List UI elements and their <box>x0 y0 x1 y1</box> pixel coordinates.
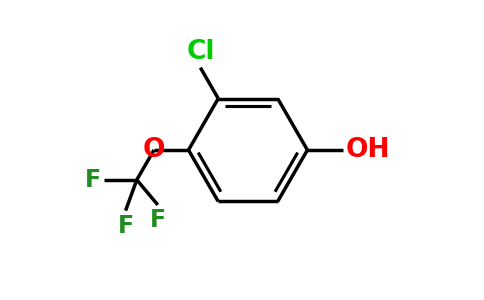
Text: F: F <box>85 168 101 192</box>
Text: O: O <box>143 137 165 163</box>
Text: F: F <box>118 214 134 238</box>
Text: Cl: Cl <box>186 39 214 65</box>
Text: OH: OH <box>346 137 390 163</box>
Text: F: F <box>150 208 166 232</box>
